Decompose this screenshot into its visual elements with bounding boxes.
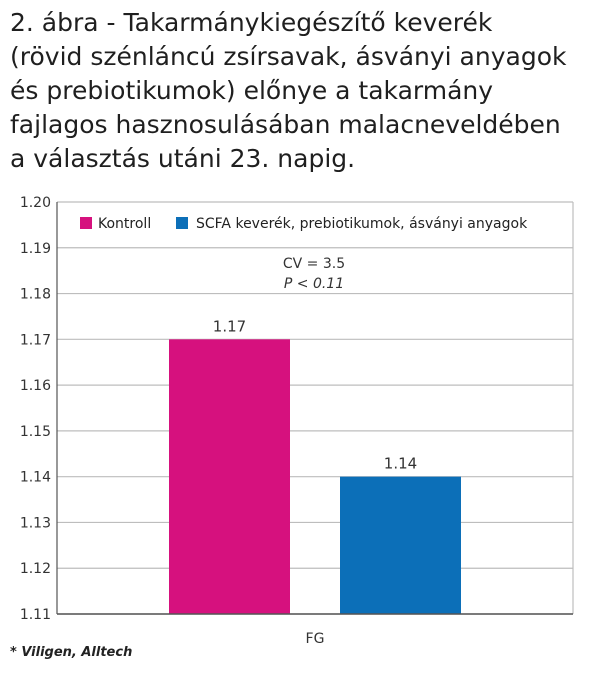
p-value-annotation: P < 0.11 <box>284 276 344 292</box>
bar-data-label: 1.14 <box>384 455 417 473</box>
x-axis: FG <box>57 613 573 647</box>
title-line-4: fajlagos hasznosulásában malacneveldében <box>10 110 561 139</box>
bars <box>169 339 461 614</box>
y-tick-label: 1.15 <box>20 424 51 440</box>
y-tick-label: 1.17 <box>20 332 51 348</box>
annotations: CV = 3.5 P < 0.11 <box>283 256 345 292</box>
bar-data-labels: 1.17 1.14 <box>213 317 417 472</box>
title-line-2: (rövid szénláncú zsírsavak, ásványi anya… <box>10 42 567 71</box>
y-axis: 1.20 1.19 1.18 1.17 1.16 1.15 1.14 1.13 1.12 1.11 <box>20 195 574 623</box>
x-category-label: FG <box>306 631 325 647</box>
legend: Kontroll SCFA keverék, prebiotikumok, ásv… <box>80 216 528 232</box>
legend-label: Kontroll <box>98 216 151 232</box>
y-tick-label: 1.11 <box>20 607 51 623</box>
title-line-1: 2. ábra - Takarmánykiegészítő keverék <box>10 8 493 37</box>
bar-kontroll <box>169 339 290 614</box>
y-tick-label: 1.13 <box>20 515 51 531</box>
bar-data-label: 1.17 <box>213 317 246 335</box>
title-line-3: és prebiotikumok) előnye a takarmány <box>10 76 494 105</box>
title-line-5: a választás utáni 23. napig. <box>10 144 356 173</box>
source-note: * Viligen, Alltech <box>10 645 133 660</box>
y-tick-label: 1.14 <box>20 470 51 486</box>
y-tick-label: 1.19 <box>20 241 51 257</box>
chart-title: 2. ábra - Takarmánykiegészítő keverék (r… <box>10 6 585 176</box>
y-tick-label: 1.18 <box>20 287 51 303</box>
legend-label: SCFA keverék, prebiotikumok, ásványi any… <box>196 216 528 232</box>
y-tick-label: 1.12 <box>20 561 51 577</box>
cv-annotation: CV = 3.5 <box>283 256 345 272</box>
legend-swatch <box>80 217 92 229</box>
y-tick-label: 1.20 <box>20 195 51 211</box>
bar-scfa <box>340 476 461 614</box>
legend-swatch <box>176 217 188 229</box>
y-tick-label: 1.16 <box>20 378 51 394</box>
